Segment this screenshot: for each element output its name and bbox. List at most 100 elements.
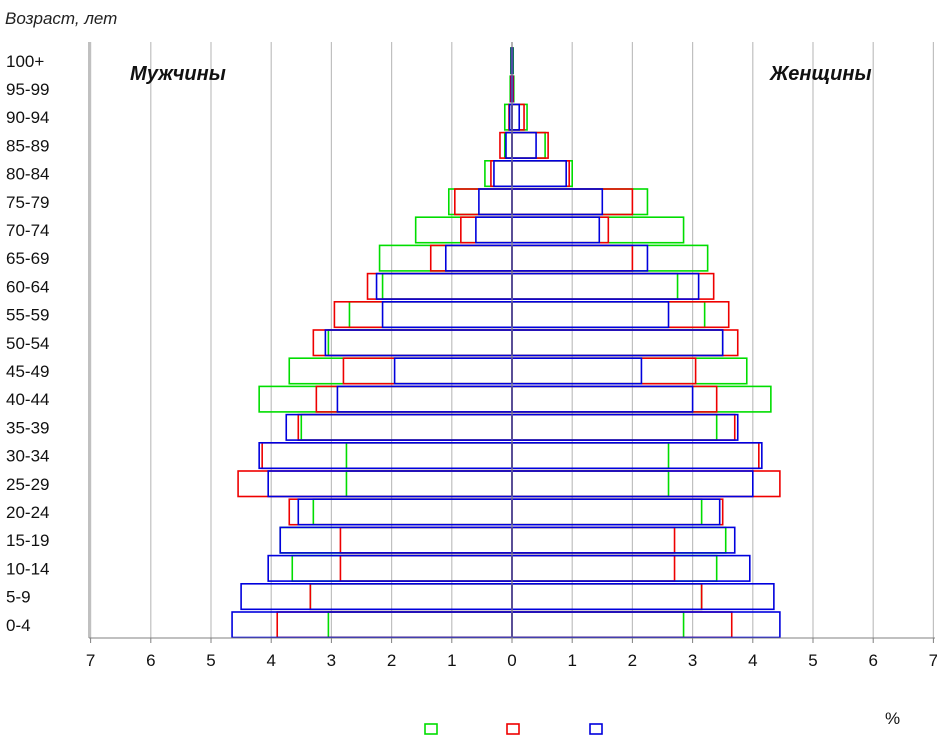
bar-female (511, 244, 649, 272)
gridlines (89, 42, 935, 638)
bar-male (475, 216, 513, 244)
bar-female (511, 160, 574, 188)
bar-male (339, 526, 513, 554)
bar-male (381, 300, 513, 329)
x-unit-label: % (885, 709, 900, 728)
bar-male (484, 160, 513, 188)
bars (231, 47, 781, 639)
bar-male (454, 188, 513, 216)
bar-female (511, 554, 751, 582)
bar-female (511, 413, 718, 441)
legend (424, 723, 603, 735)
age-group-label: 100+ (6, 52, 44, 71)
bar-male (327, 329, 513, 357)
bar-female (511, 300, 670, 329)
x-tick-label: 4 (748, 651, 757, 670)
bar-male (258, 441, 513, 470)
x-tick-label: 3 (327, 651, 336, 670)
y-axis-title: Возраст, лет (5, 9, 117, 28)
bar-female (511, 498, 721, 526)
bar-male (309, 582, 513, 611)
bar-female (511, 160, 570, 188)
age-group-label: 95-99 (6, 80, 49, 99)
bar-female (511, 131, 537, 159)
bar-female (511, 272, 700, 300)
bar-male (279, 526, 513, 554)
bar-male (291, 554, 513, 582)
bar-male (366, 272, 513, 300)
male-side-label: Мужчины (130, 63, 226, 85)
bar-male (393, 357, 513, 385)
bar-male (348, 300, 513, 329)
age-group-label: 70-74 (6, 221, 49, 240)
bar-female (511, 357, 643, 385)
bar-female (511, 526, 676, 554)
x-tick-label: 4 (266, 651, 275, 670)
age-group-label: 20-24 (6, 503, 49, 522)
age-group-label: 15-19 (6, 531, 49, 550)
bar-female (511, 216, 601, 244)
bar-female (511, 103, 525, 131)
bar-female (511, 300, 730, 329)
bar-male (375, 272, 513, 300)
bar-male (342, 357, 513, 385)
bar-female (511, 188, 649, 216)
bar-male (309, 582, 513, 611)
female-side-label: Женщины (769, 63, 872, 85)
axes (88, 42, 935, 643)
bar-female (511, 188, 604, 216)
bar-female (511, 611, 733, 639)
age-group-label: 50-54 (6, 334, 49, 353)
x-tick-label: 5 (808, 651, 817, 670)
bar-male (297, 413, 513, 441)
bar-male (258, 385, 513, 413)
bar-male (288, 357, 513, 385)
age-group-label: 80-84 (6, 165, 49, 184)
bar-male (444, 244, 513, 272)
bar-female (511, 611, 781, 639)
bar-male (279, 526, 513, 554)
bar-female (511, 103, 521, 131)
bar-female (511, 582, 703, 611)
bar-female (511, 244, 709, 272)
age-group-label: 25-29 (6, 475, 49, 494)
age-group-label: 90-94 (6, 108, 49, 127)
bar-male (231, 611, 513, 639)
bar-male (324, 329, 513, 357)
bar-female (511, 216, 610, 244)
bar-female (511, 441, 763, 470)
bar-female (511, 329, 739, 357)
bar-female (511, 441, 670, 470)
bar-female (511, 526, 736, 554)
age-group-label: 60-64 (6, 277, 49, 296)
x-tick-label: 7 (929, 651, 937, 670)
bar-female (511, 160, 567, 188)
bar-male (381, 272, 513, 300)
bar-female (511, 131, 546, 159)
legend-marker (589, 723, 603, 735)
bar-male (345, 441, 513, 470)
bar-female (511, 357, 748, 385)
bar-male (267, 554, 513, 582)
x-tick-label: 3 (688, 651, 697, 670)
age-group-label: 75-79 (6, 193, 49, 212)
bar-female (511, 582, 775, 611)
bar-female (511, 272, 715, 300)
age-group-label: 0-4 (6, 616, 31, 635)
bar-female (511, 329, 724, 357)
x-tick-label: 1 (567, 651, 576, 670)
x-tick-label: 1 (447, 651, 456, 670)
x-tick-label: 5 (206, 651, 215, 670)
age-group-label: 30-34 (6, 447, 49, 466)
bar-female (511, 385, 718, 413)
age-group-label: 5-9 (6, 588, 31, 607)
bar-male (478, 188, 513, 216)
bar-male (312, 329, 513, 357)
bar-female (511, 385, 694, 413)
bar-female (511, 526, 727, 554)
x-tick-label: 7 (86, 651, 95, 670)
age-group-label: 10-14 (6, 559, 49, 578)
bar-female (511, 582, 703, 611)
bar-male (414, 216, 513, 244)
